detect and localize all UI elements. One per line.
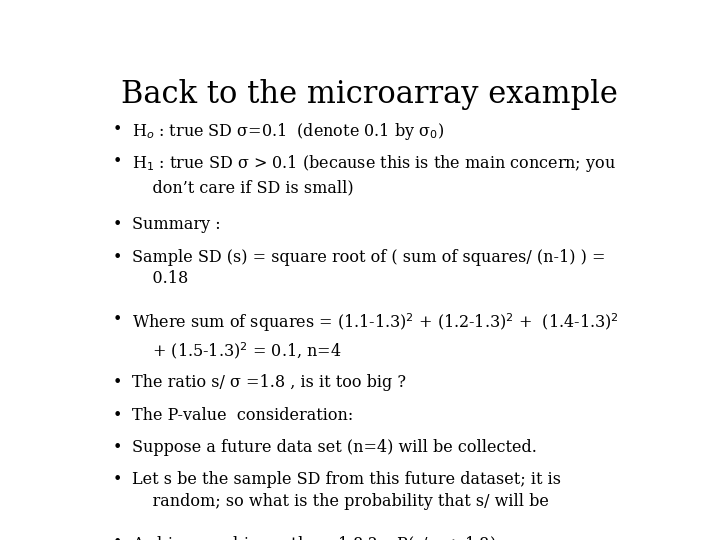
Text: •: • — [112, 534, 122, 540]
Text: Let s be the sample SD from this future dataset; it is
    random; so what is th: Let s be the sample SD from this future … — [132, 471, 561, 510]
Text: •: • — [112, 153, 122, 170]
Text: •: • — [112, 439, 122, 456]
Text: Sample SD (s) = square root of ( sum of squares/ (n-1) ) =
    0.18: Sample SD (s) = square root of ( sum of … — [132, 248, 606, 287]
Text: H$_1$ : true SD σ > 0.1 (because this is the main concern; you
    don’t care if: H$_1$ : true SD σ > 0.1 (because this is… — [132, 153, 616, 196]
Text: •: • — [112, 312, 122, 328]
Text: •: • — [112, 121, 122, 138]
Text: •: • — [112, 216, 122, 233]
Text: As big as or bigger than  1.8 ?    P(s/ σ$_0$>1.8): As big as or bigger than 1.8 ? P(s/ σ$_0… — [132, 534, 496, 540]
Text: •: • — [112, 471, 122, 489]
Text: The P-value  consideration:: The P-value consideration: — [132, 407, 353, 423]
Text: H$_o$ : true SD σ=0.1  (denote 0.1 by σ$_0$): H$_o$ : true SD σ=0.1 (denote 0.1 by σ$_… — [132, 121, 444, 142]
Text: •: • — [112, 374, 122, 391]
Text: •: • — [112, 248, 122, 266]
Text: Where sum of squares = (1.1-1.3)$^2$ + (1.2-1.3)$^2$ +  (1.4-1.3)$^2$
    + (1.5: Where sum of squares = (1.1-1.3)$^2$ + (… — [132, 312, 618, 361]
Text: Suppose a future data set (n=4) will be collected.: Suppose a future data set (n=4) will be … — [132, 439, 536, 456]
Text: The ratio s/ σ =1.8 , is it too big ?: The ratio s/ σ =1.8 , is it too big ? — [132, 374, 406, 391]
Text: Back to the microarray example: Back to the microarray example — [120, 79, 618, 110]
Text: Summary :: Summary : — [132, 216, 220, 233]
Text: •: • — [112, 407, 122, 423]
